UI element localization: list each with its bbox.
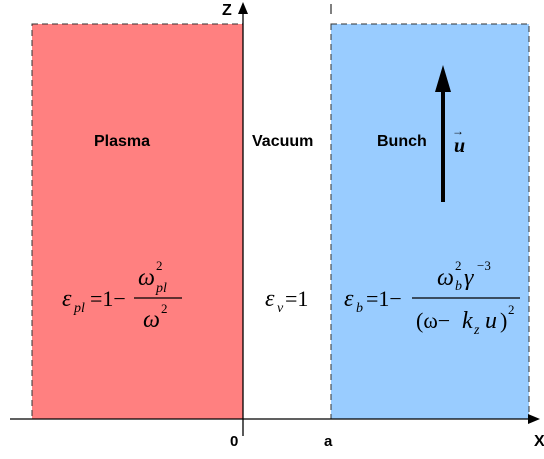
z-axis-arrowhead: [238, 2, 248, 14]
a-label: a: [324, 433, 333, 450]
vacuum-eq: =1: [285, 286, 308, 311]
bunch-eq: =1−: [366, 286, 402, 311]
bunch-den-u: u: [485, 308, 497, 334]
bunch-eps-sub: b: [356, 301, 363, 316]
bunch-num-sub: b: [455, 279, 462, 294]
velocity-vector-label: u: [454, 135, 465, 157]
velocity-vector-accent: →: [452, 124, 464, 138]
vacuum-eps: ε: [265, 286, 275, 312]
plasma-den-omega: ω: [143, 307, 160, 333]
bunch-num-omega: ω: [437, 265, 454, 291]
bunch-den-close: ): [500, 308, 507, 333]
bunch-num-sup: 2: [455, 258, 462, 273]
x-axis-label: X: [534, 433, 544, 450]
plasma-eps: ε: [62, 286, 72, 312]
bunch-region: [330, 23, 530, 420]
origin-label: 0: [230, 433, 238, 450]
z-axis-label: Z: [222, 2, 232, 19]
plasma-eps-sub: pl: [73, 301, 85, 316]
bunch-den-k: k: [462, 308, 473, 334]
plasma-label: Plasma: [94, 133, 150, 150]
bunch-velocity-arrow-head: [435, 65, 451, 92]
plasma-num-omega: ω: [138, 265, 155, 291]
bunch-num-gamma: γ: [464, 265, 474, 291]
bunch-permittivity-formula: ε b =1− ω 2 b γ −3 (ω− k z u ) 2: [344, 258, 520, 338]
plasma-permittivity-formula: ε pl =1− ω 2 pl ω 2: [62, 258, 182, 333]
bunch-den-sup: 2: [508, 302, 515, 317]
vacuum-eps-sub: v: [277, 301, 284, 316]
plasma-eq: =1−: [90, 286, 126, 311]
plasma-num-sub: pl: [155, 281, 167, 296]
bunch-num-gamma-sup: −3: [477, 258, 491, 273]
vacuum-permittivity-formula: ε v =1: [265, 286, 308, 316]
bunch-eps: ε: [344, 286, 354, 312]
bunch-den-k-sub: z: [473, 323, 480, 338]
x-axis-arrowhead: [528, 414, 540, 424]
plasma-den-sup: 2: [161, 301, 168, 316]
bunch-label: Bunch: [377, 133, 427, 150]
bunch-den-open: (ω−: [416, 308, 450, 333]
plasma-num-sup: 2: [156, 258, 163, 273]
vacuum-label: Vacuum: [252, 133, 313, 150]
plasma-region: [31, 23, 244, 420]
